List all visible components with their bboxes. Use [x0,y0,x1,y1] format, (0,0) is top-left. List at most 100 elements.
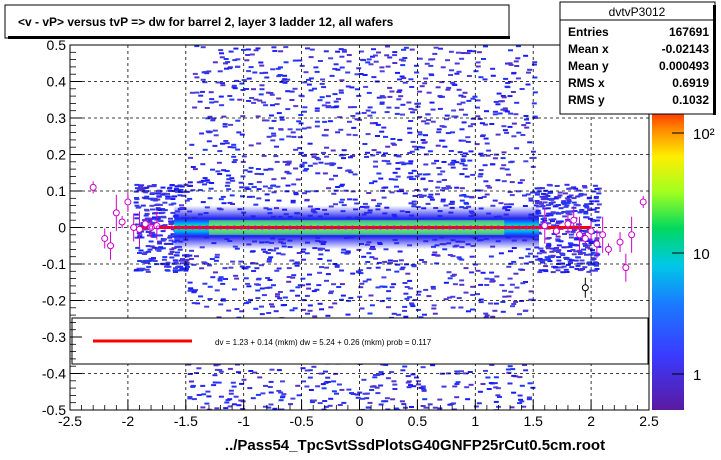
profile-point [599,231,607,239]
heat-cell [391,283,397,286]
heat-cell [558,212,564,215]
heat-cell [439,139,445,142]
heat-cell [408,120,414,122]
heat-cell [335,68,341,71]
heat-cell [339,198,345,201]
heat-cell [331,380,337,383]
heat-cell [385,408,391,410]
heat-cell [229,177,235,180]
heat-cell [310,401,316,404]
heat-cell [220,82,225,85]
heat-cell [231,146,237,149]
heat-cell [315,385,321,388]
heat-cell [213,100,219,103]
heat-cell [526,398,532,401]
heat-cell [463,201,469,204]
heat-cell [264,119,270,122]
profile-point [552,227,560,235]
heat-cell [366,192,372,194]
heat-cell [245,54,251,56]
heat-cell [459,370,464,373]
heat-cell [440,198,446,201]
x-tick-label: 1.5 [523,413,543,429]
heat-cell [140,260,146,263]
heat-cell [213,271,218,274]
heat-cell [428,180,434,182]
heat-cell [451,408,457,410]
heat-cell [525,255,531,258]
heat-cell [551,233,557,235]
heat-cell [165,269,171,272]
heat-cell [201,393,207,396]
heat-cell [247,170,253,173]
heat-cell [240,400,246,403]
y-tick-label: 0.3 [47,110,67,126]
heat-cell [586,261,592,264]
profile-point [576,231,584,239]
heat-cell [492,110,498,113]
heat-cell [225,181,231,184]
heat-cell [168,217,173,220]
heat-cell [381,96,387,99]
heat-cell [399,161,405,164]
heat-cell [509,406,515,409]
heat-cell [228,392,234,395]
heat-cell [341,204,347,207]
heat-cell [319,266,324,269]
heat-cell [302,192,307,195]
heat-cell [574,267,580,270]
heat-cell [295,294,301,297]
heat-cell [263,384,268,387]
heat-cell [160,230,166,233]
heat-cell [341,401,347,404]
heat-cell [509,181,515,184]
heat-cell [233,395,239,398]
heat-cell [144,212,150,215]
heat-cell [168,223,174,225]
heat-cell [501,125,507,128]
heat-cell [338,201,344,204]
heat-cell [200,163,206,166]
heat-cell [250,397,256,400]
heat-cell [577,253,583,255]
heat-cell [375,286,381,289]
heat-cell [548,203,554,206]
heat-cell [583,210,589,213]
heat-cell [596,203,602,206]
heat-cell [381,196,387,199]
heat-cell [207,115,213,118]
heat-cell [572,243,578,246]
heat-cell [408,172,414,175]
heat-cell [586,270,592,273]
heat-cell [521,124,527,127]
heat-cell [459,173,465,176]
heat-cell [248,370,254,372]
heat-cell [367,106,373,109]
heat-cell [301,154,307,157]
heat-cell [226,178,232,181]
y-tick-label: 0.1 [47,183,67,199]
heat-cell [523,369,529,372]
heat-cell [318,253,324,256]
heat-cell [149,245,155,248]
heat-cell [500,95,506,97]
heat-cell [165,192,171,195]
heat-cell [202,148,208,151]
heat-cell [559,252,565,255]
heat-cell [467,125,473,128]
profile-point [156,225,161,230]
heat-cell [214,253,220,256]
heat-cell [415,105,421,108]
heat-cell [417,173,423,176]
heat-cell [188,287,194,290]
heat-cell [228,389,234,392]
heat-cell [379,70,385,73]
heat-cell [286,135,292,138]
heat-cell [539,195,545,198]
heat-cell [379,130,385,133]
heat-cell [469,271,475,274]
heat-cell [346,54,352,56]
heat-cell [447,186,453,189]
heat-cell [570,249,576,251]
heat-cell [136,206,142,209]
